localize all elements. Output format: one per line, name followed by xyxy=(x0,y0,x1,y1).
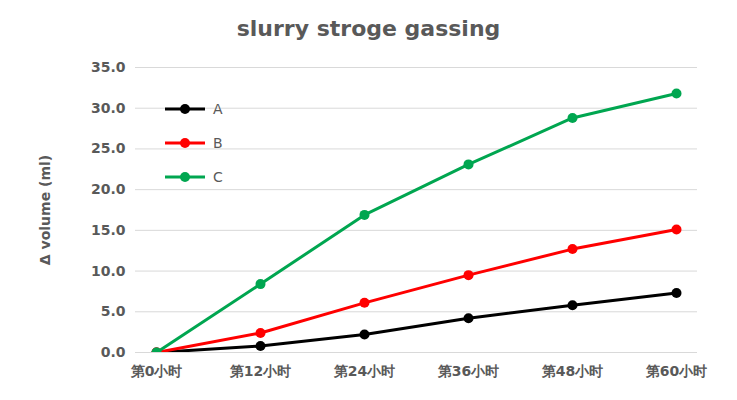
svg-text:第48小时: 第48小时 xyxy=(541,363,603,379)
svg-text:15.0: 15.0 xyxy=(91,222,126,238)
html-text:B: B xyxy=(213,135,223,151)
html-text:C: C xyxy=(213,169,223,185)
svg-text:10.0: 10.0 xyxy=(91,263,126,279)
svg-text:5.0: 5.0 xyxy=(101,303,126,319)
svg-text:第36小时: 第36小时 xyxy=(437,363,499,379)
svg-text:30.0: 30.0 xyxy=(91,100,126,116)
svg-text:第12小时: 第12小时 xyxy=(229,363,291,379)
svg-text:25.0: 25.0 xyxy=(91,140,126,156)
svg-text:第60小时: 第60小时 xyxy=(645,363,707,379)
svg-text:第24小时: 第24小时 xyxy=(333,363,395,379)
svg-text:20.0: 20.0 xyxy=(91,181,126,197)
svg-text:Δ volume (ml): Δ volume (ml) xyxy=(37,155,53,265)
svg-text:第0小时: 第0小时 xyxy=(130,363,183,379)
svg-text:0.0: 0.0 xyxy=(101,344,126,360)
html-text:A: A xyxy=(213,101,223,117)
html-text:slurry stroge gassing: slurry stroge gassing xyxy=(236,16,501,41)
svg-text:35.0: 35.0 xyxy=(91,59,126,75)
